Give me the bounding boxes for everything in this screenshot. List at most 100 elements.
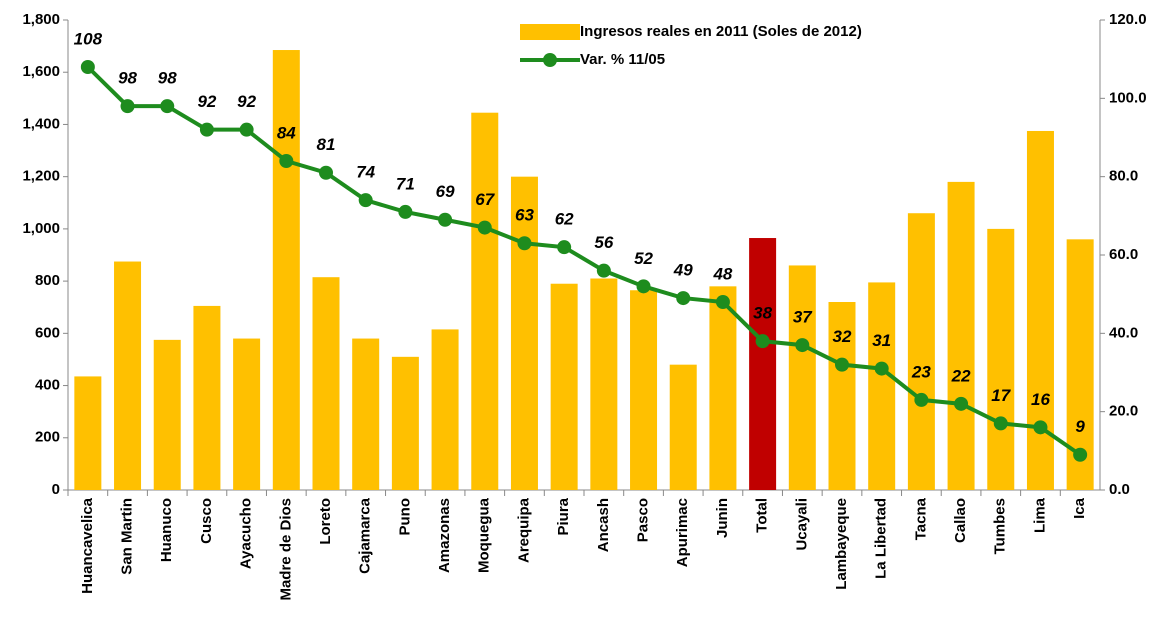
y-tick-label: 400: [35, 377, 60, 394]
line-marker: [557, 240, 572, 255]
line-marker: [80, 60, 95, 74]
data-label: 71: [396, 174, 415, 193]
line-marker: [239, 122, 254, 137]
line: [86, 65, 1082, 457]
bar: [431, 329, 459, 490]
data-label: 49: [673, 261, 693, 280]
x-tick-label: Moquegua: [476, 497, 493, 573]
y-tick-label: 1,400: [22, 115, 60, 132]
data-label: 63: [515, 206, 534, 225]
line-marker: [715, 295, 730, 309]
data-label: 9: [1075, 417, 1085, 436]
bar: [272, 50, 300, 491]
y2-tick-label: 40.0: [1109, 324, 1138, 341]
line-marker: [795, 338, 810, 353]
x-tick-label: Ucayali: [793, 498, 810, 551]
data-label: 84: [277, 123, 296, 142]
line-marker: [596, 263, 611, 278]
bar: [510, 176, 538, 490]
data-label: 74: [356, 163, 375, 182]
bar: [630, 290, 658, 490]
data-label: 48: [712, 264, 732, 283]
line-marker: [874, 361, 889, 376]
data-label: 32: [833, 327, 852, 346]
data-label: 98: [158, 69, 177, 88]
line-marker: [954, 396, 969, 411]
y2-tick-label: 100.0: [1109, 89, 1147, 106]
y2-tick-label: 20.0: [1109, 403, 1138, 420]
line-marker: [279, 154, 294, 168]
data-label: 17: [991, 386, 1011, 405]
line-marker: [676, 291, 691, 306]
x-tick-label: Amazonas: [436, 498, 453, 573]
x-tick-label: Cajamarca: [357, 497, 374, 574]
legend-swatch: [520, 24, 580, 40]
bar: [352, 338, 380, 490]
x-tick-label: Ancash: [595, 498, 612, 552]
data-label: 22: [951, 366, 971, 385]
line-marker: [160, 99, 175, 114]
x-tick-label: Apurimac: [674, 498, 691, 567]
data-label: 67: [475, 190, 495, 209]
x-tick-label: Total: [754, 498, 771, 533]
line-marker: [438, 212, 453, 227]
data-label: 16: [1031, 390, 1050, 409]
x-tick-label: Ica: [1071, 497, 1088, 519]
x-tick-label: Lambayeque: [833, 498, 850, 590]
bar: [828, 302, 856, 490]
data-label: 69: [436, 182, 455, 201]
y2-tick-label: 0.0: [1109, 481, 1130, 498]
line-marker: [755, 334, 770, 349]
data-label: 23: [911, 362, 931, 381]
x-tick-label: San Martin: [119, 498, 136, 575]
y-tick-label: 1,600: [22, 63, 60, 80]
y2-tick-label: 60.0: [1109, 246, 1138, 263]
line-marker: [358, 193, 373, 208]
bar: [907, 213, 935, 490]
y2-tick-label: 80.0: [1109, 168, 1138, 185]
data-label: 81: [317, 135, 336, 154]
bar: [193, 305, 221, 490]
legend-label: Ingresos reales en 2011 (Soles de 2012): [580, 23, 862, 40]
x-tick-label: Cusco: [198, 498, 215, 544]
legend-swatch: [543, 53, 557, 67]
line-marker: [477, 220, 492, 235]
x-tick-label: Arequipa: [515, 497, 532, 563]
legend-label: Var. % 11/05: [580, 51, 665, 68]
bar: [868, 282, 896, 490]
x-tick-label: Tumbes: [992, 498, 1009, 554]
x-tick-label: Huanuco: [158, 498, 175, 562]
bar: [153, 339, 181, 490]
x-tick-label: Lima: [1031, 497, 1048, 533]
data-label: 108: [74, 29, 103, 48]
y-tick-label: 1,000: [22, 220, 60, 237]
bar: [669, 364, 697, 490]
bar: [114, 261, 142, 490]
x-tick-label: Madre de Dios: [277, 498, 294, 601]
data-label: 37: [793, 308, 813, 327]
line-marker: [398, 204, 413, 219]
line-marker: [1033, 420, 1048, 435]
bar: [74, 376, 102, 490]
x-tick-label: Tacna: [912, 497, 929, 540]
data-label: 56: [594, 233, 613, 252]
x-tick-label: Pasco: [635, 498, 652, 542]
line-marker: [993, 416, 1008, 431]
y-tick-label: 1,200: [22, 168, 60, 185]
bar: [312, 277, 340, 490]
data-label: 92: [197, 92, 216, 111]
bar: [947, 181, 975, 490]
line-marker: [914, 392, 929, 407]
x-tick-label: Puno: [396, 498, 413, 536]
x-tick-label: Callao: [952, 498, 969, 543]
x-tick-label: Junin: [714, 498, 731, 538]
y-tick-label: 1,800: [22, 11, 60, 28]
bar: [987, 228, 1015, 490]
x-tick-label: Ayacucho: [238, 498, 255, 569]
line-marker: [319, 165, 333, 180]
bar: [550, 283, 578, 490]
data-label: 98: [118, 69, 137, 88]
y2-tick-label: 120.0: [1109, 11, 1147, 28]
y-tick-label: 200: [35, 429, 60, 446]
